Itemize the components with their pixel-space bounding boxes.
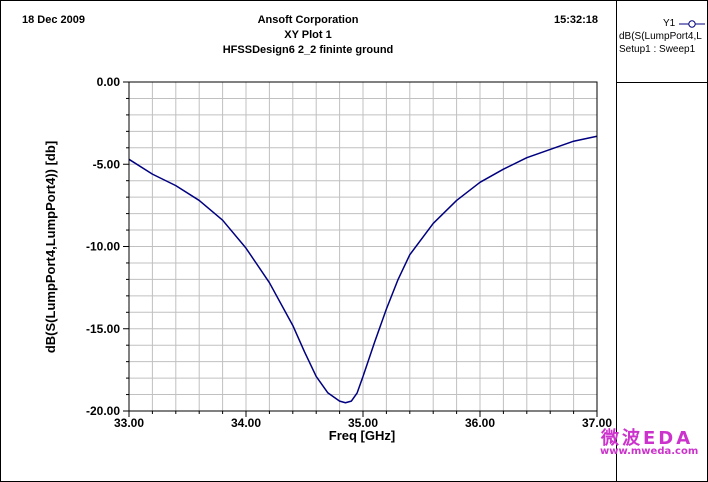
- x-tick-label: 36.00: [465, 416, 495, 430]
- y-tick-label: 0.00: [97, 75, 121, 89]
- plot-area-border: [128, 81, 598, 412]
- y-tick-label: -20.00: [86, 404, 120, 418]
- y-tick-label: -15.00: [86, 322, 120, 336]
- x-tick-label: 33.00: [114, 416, 144, 430]
- legend-divider: [617, 82, 708, 83]
- header-time: 15:32:18: [554, 14, 599, 26]
- watermark-logo: 微波EDA: [601, 428, 694, 449]
- legend-trace-marker-icon: [679, 20, 705, 28]
- chart-title: XY Plot 1: [284, 29, 332, 41]
- header-company: Ansoft Corporation: [257, 14, 359, 26]
- x-tick-label: 34.00: [231, 416, 261, 430]
- watermark-url: www.mweda.com: [600, 446, 699, 457]
- y-tick-label: -10.00: [86, 240, 120, 254]
- x-axis-label: Freq [GHz]: [329, 428, 395, 443]
- header-date: 18 Dec 2009: [22, 14, 85, 26]
- y-axis-label: dB(S(LumpPort4,LumpPort4)) [db]: [43, 141, 58, 353]
- legend-panel: Y1 dB(S(LumpPort4,L Setup1 : Sweep1: [616, 1, 708, 481]
- y-tick-label: -5.00: [93, 157, 121, 171]
- x-tick-label: 37.00: [582, 416, 612, 430]
- chart-subtitle: HFSSDesign6 2_2 fininte ground: [222, 44, 394, 56]
- legend-axis-tag: Y1: [663, 18, 676, 29]
- series-line-0: [128, 135, 598, 404]
- legend-trace-label[interactable]: dB(S(LumpPort4,L: [619, 31, 702, 42]
- legend-setup-label: Setup1 : Sweep1: [619, 44, 696, 55]
- x-tick-label: 35.00: [348, 416, 378, 430]
